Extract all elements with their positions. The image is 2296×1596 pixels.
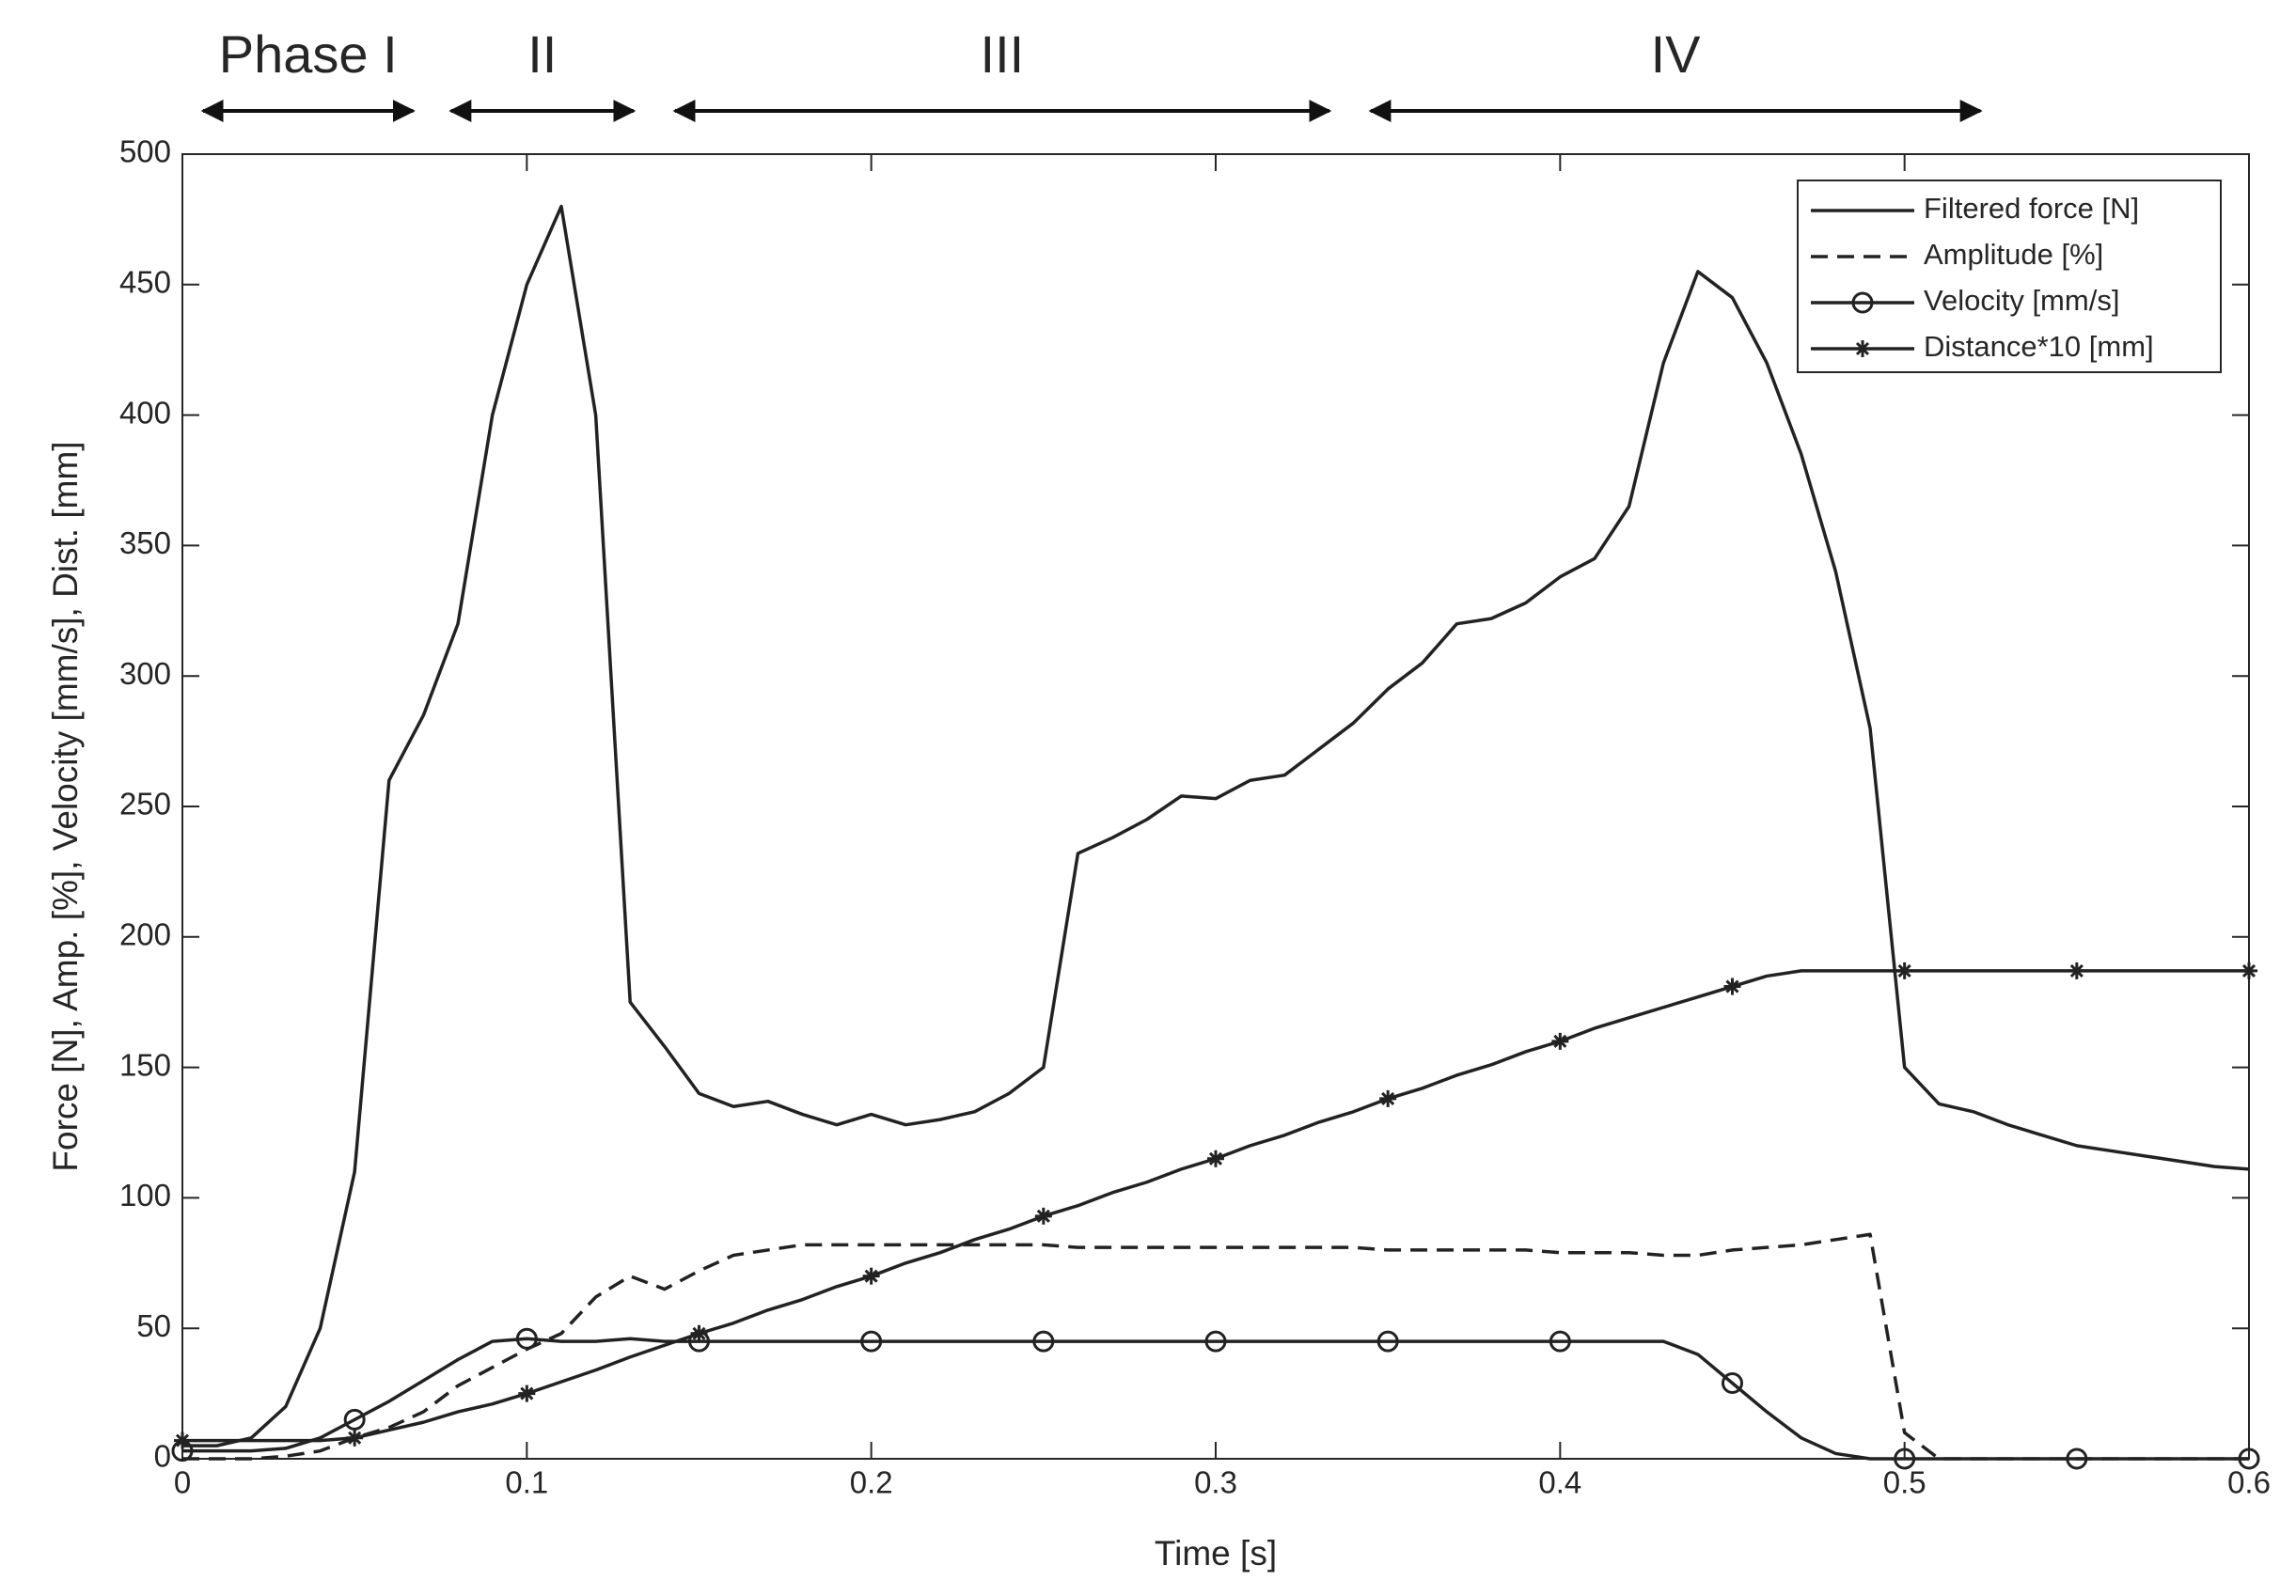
point-marker: [1551, 1032, 1569, 1050]
point-marker: [2066, 1447, 2088, 1470]
point-marker: [1034, 1207, 1052, 1225]
phase-label: III: [981, 24, 1025, 84]
point-marker: [1895, 962, 1913, 979]
y-tick-label: 300: [119, 656, 171, 691]
point-marker: [1376, 1330, 1399, 1353]
y-tick-label: 250: [119, 787, 171, 821]
marker-stroke: [1208, 1151, 1223, 1166]
y-axis-label: Force [N], Amp. [%], Velocity [mm/s], Di…: [46, 441, 85, 1171]
marker-stroke: [692, 1326, 706, 1340]
point-marker: [862, 1267, 880, 1285]
marker-stroke: [520, 1386, 534, 1400]
point-marker: [1032, 1330, 1055, 1353]
point-marker: [860, 1330, 883, 1353]
point-marker: [343, 1408, 366, 1431]
phase-label: IV: [1651, 24, 1702, 84]
marker-stroke: [1855, 341, 1870, 356]
series-line: [182, 204, 2250, 1447]
x-tick-label: 0.3: [1194, 1465, 1237, 1500]
x-tick-label: 0.4: [1538, 1465, 1581, 1500]
legend-label: Amplitude [%]: [1924, 238, 2103, 271]
point-marker: [518, 1385, 536, 1402]
legend-label: Velocity [mm/s]: [1924, 284, 2119, 317]
point-marker: [1207, 1150, 1224, 1167]
y-tick-label: 50: [136, 1308, 171, 1343]
y-tick-label: 100: [119, 1178, 171, 1213]
point-marker: [2241, 962, 2257, 979]
legend-marker: [1854, 340, 1871, 357]
point-marker: [1379, 1089, 1397, 1107]
marker-stroke: [348, 1431, 362, 1445]
point-marker: [690, 1324, 708, 1342]
point-marker: [174, 1432, 191, 1449]
x-tick-label: 0.5: [1883, 1465, 1926, 1500]
legend-label: Filtered force [N]: [1924, 192, 2139, 225]
point-marker: [1723, 978, 1741, 995]
x-tick-label: 0.6: [2227, 1465, 2271, 1500]
point-marker: [1549, 1330, 1571, 1353]
point-marker: [515, 1327, 538, 1350]
marker-stroke: [1036, 1209, 1050, 1223]
point-marker: [1204, 1330, 1227, 1353]
point-marker: [2238, 1447, 2260, 1470]
x-tick-label: 0.2: [850, 1465, 893, 1500]
marker-stroke: [1897, 963, 1911, 978]
marker-stroke: [175, 1433, 190, 1447]
point-marker: [2068, 962, 2085, 979]
legend-label: Distance*10 [mm]: [1924, 330, 2154, 363]
y-tick-label: 0: [154, 1439, 171, 1474]
point-marker: [1722, 1371, 1743, 1394]
phase-label: Phase I: [219, 24, 398, 84]
x-axis-label: Time [s]: [1155, 1534, 1277, 1573]
x-tick-label: 0: [174, 1465, 191, 1500]
series-line: [182, 1337, 2249, 1461]
marker-stroke: [2241, 963, 2257, 978]
y-tick-label: 450: [119, 265, 171, 300]
x-tick-label: 0.1: [505, 1465, 548, 1500]
marker-stroke: [1553, 1034, 1567, 1048]
y-tick-label: 500: [119, 134, 171, 169]
point-marker: [1894, 1447, 1916, 1470]
point-marker: [346, 1429, 364, 1447]
legend-marker: [1851, 291, 1874, 314]
y-tick-label: 200: [119, 917, 171, 952]
marker-stroke: [864, 1269, 878, 1283]
y-tick-label: 400: [119, 395, 171, 430]
legend-box: [1797, 180, 2222, 373]
marker-stroke: [1381, 1091, 1395, 1105]
marker-stroke: [2069, 963, 2084, 978]
y-tick-label: 350: [119, 525, 171, 560]
marker-stroke: [1725, 979, 1739, 994]
phase-label: II: [527, 24, 557, 84]
y-tick-label: 150: [119, 1047, 171, 1082]
